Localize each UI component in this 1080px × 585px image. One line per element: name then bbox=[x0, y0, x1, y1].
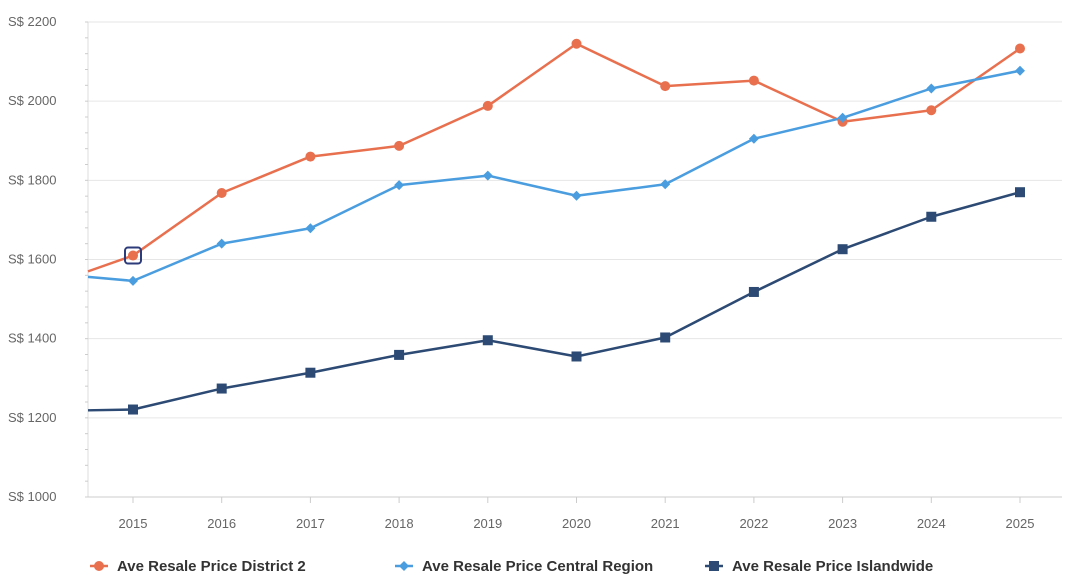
series-2-point[interactable] bbox=[482, 170, 493, 181]
series-1-point[interactable] bbox=[394, 140, 405, 151]
legend: Ave Resale Price District 2 Ave Resale Pr… bbox=[90, 558, 933, 575]
series-3-point[interactable] bbox=[305, 367, 316, 378]
series-3-point[interactable] bbox=[571, 351, 582, 362]
legend-item-2[interactable]: Ave Resale Price Central Region bbox=[395, 558, 653, 575]
y-tick-label: S$ 1600 bbox=[8, 252, 56, 267]
x-tick-label: 2020 bbox=[562, 516, 591, 531]
series-2-point[interactable] bbox=[926, 83, 937, 94]
series-line-3 bbox=[87, 191, 1021, 412]
series-3-point[interactable] bbox=[1015, 187, 1025, 198]
series-3-point[interactable] bbox=[128, 404, 138, 415]
series-3-point[interactable] bbox=[748, 286, 759, 297]
x-tick-label: 2015 bbox=[119, 516, 148, 531]
axes: S$ 1000 S$ 1200 S$ 1400 S$ 1600 S$ 1800 S$ 20… bbox=[8, 14, 1062, 531]
series-1-point[interactable] bbox=[305, 151, 316, 162]
series-markers bbox=[124, 38, 1025, 415]
y-tick-label: S$ 1000 bbox=[8, 489, 56, 504]
x-tick-label: 2022 bbox=[739, 516, 768, 531]
y-tick-label: S$ 1200 bbox=[8, 410, 56, 425]
y-tick-label: S$ 1800 bbox=[8, 172, 56, 187]
legend-marker bbox=[709, 561, 719, 571]
highlighted-point-frame bbox=[124, 246, 142, 265]
series-1-point[interactable] bbox=[926, 105, 937, 116]
x-tick-label: 2021 bbox=[651, 516, 680, 531]
series-2-point[interactable] bbox=[305, 223, 316, 234]
series-1-point[interactable] bbox=[482, 100, 493, 111]
legend-marker bbox=[399, 561, 409, 571]
series-3-point[interactable] bbox=[837, 244, 848, 255]
series-1-point[interactable] bbox=[1015, 43, 1025, 54]
series-2-point[interactable] bbox=[1015, 65, 1025, 76]
x-tick-label: 2023 bbox=[828, 516, 857, 531]
legend-item-1[interactable]: Ave Resale Price District 2 bbox=[90, 558, 306, 575]
series-1-point[interactable] bbox=[216, 188, 227, 198]
series-2-point[interactable] bbox=[660, 179, 671, 190]
series-2-point[interactable] bbox=[394, 180, 405, 191]
series-2-point[interactable] bbox=[748, 133, 759, 144]
series-2-point[interactable] bbox=[571, 190, 582, 201]
series-3-point[interactable] bbox=[482, 335, 493, 346]
series-1-point[interactable] bbox=[660, 81, 671, 92]
series-lines bbox=[87, 42, 1021, 412]
x-tick-label: 2024 bbox=[917, 516, 946, 531]
series-3-point[interactable] bbox=[926, 211, 937, 222]
x-tick-label: 2017 bbox=[296, 516, 325, 531]
legend-label: Ave Resale Price District 2 bbox=[117, 558, 306, 575]
series-3-point[interactable] bbox=[216, 383, 227, 394]
series-2-point[interactable] bbox=[837, 112, 848, 123]
legend-marker bbox=[94, 561, 104, 571]
series-line-2 bbox=[87, 69, 1021, 283]
x-tick-label: 2025 bbox=[1006, 516, 1035, 531]
series-line-1 bbox=[87, 42, 1021, 273]
series-2-point[interactable] bbox=[128, 275, 138, 286]
series-3-point[interactable] bbox=[660, 332, 671, 343]
y-tick-label: S$ 1400 bbox=[8, 331, 56, 346]
x-tick-label: 2018 bbox=[385, 516, 414, 531]
series-3-point[interactable] bbox=[394, 349, 405, 360]
y-tick-label: S$ 2200 bbox=[8, 14, 56, 29]
legend-label: Ave Resale Price Islandwide bbox=[732, 558, 933, 575]
x-tick-label: 2016 bbox=[207, 516, 236, 531]
x-tick-label: 2019 bbox=[473, 516, 502, 531]
legend-item-3[interactable]: Ave Resale Price Islandwide bbox=[705, 558, 933, 575]
series-2-point[interactable] bbox=[216, 238, 227, 249]
series-1-point[interactable] bbox=[748, 75, 759, 86]
series-1-point[interactable] bbox=[128, 250, 138, 261]
y-tick-label: S$ 2000 bbox=[8, 93, 56, 108]
legend-label: Ave Resale Price Central Region bbox=[422, 558, 653, 575]
series-1-point[interactable] bbox=[571, 38, 582, 49]
